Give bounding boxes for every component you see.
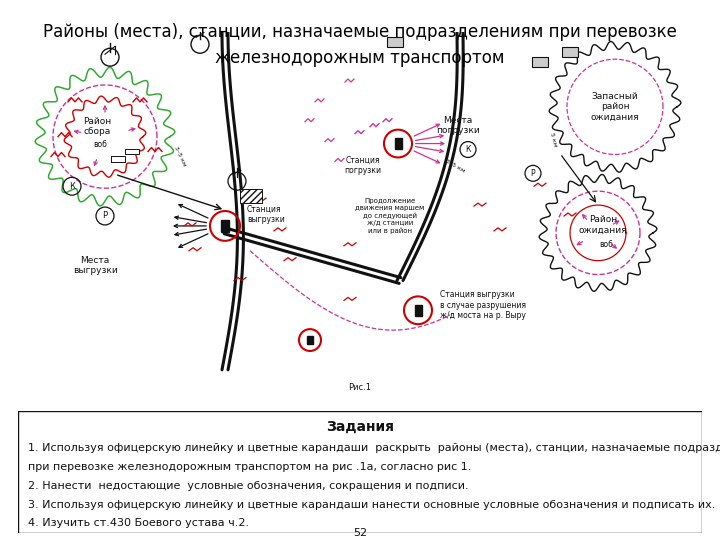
Bar: [307, 336, 312, 345]
Bar: [415, 305, 421, 316]
FancyBboxPatch shape: [240, 189, 262, 203]
Text: Р: Р: [531, 169, 535, 178]
Text: воб: воб: [599, 240, 613, 249]
Text: К: К: [69, 182, 75, 191]
Text: 3. Используя офицерскую линейку и цветные карандаши нанести основные условные об: 3. Используя офицерскую линейку и цветны…: [28, 500, 716, 510]
Text: Места
выгрузки: Места выгрузки: [73, 256, 117, 275]
Text: Станция
выгрузки: Станция выгрузки: [247, 204, 284, 224]
FancyBboxPatch shape: [18, 411, 702, 533]
Text: Места
погрузки: Места погрузки: [436, 116, 480, 136]
Text: Задания: Задания: [326, 420, 394, 434]
Text: железнодорожным транспортом: железнодорожным транспортом: [215, 49, 505, 67]
Text: 3–5 км: 3–5 км: [174, 146, 186, 167]
Text: Станция
погрузки: Станция погрузки: [344, 156, 382, 175]
Text: Продолжение
движения маршем
до следующей
ж/д станции
или в район: Продолжение движения маршем до следующей…: [356, 198, 425, 234]
Text: Район
ожидания: Район ожидания: [579, 215, 627, 235]
Text: воб: воб: [93, 140, 107, 149]
Text: Район
сбора: Район сбора: [83, 117, 111, 137]
Text: при перевозке железнодорожным транспортом на рис .1а, согласно рис 1.: при перевозке железнодорожным транспорто…: [28, 462, 472, 472]
Text: Рис.1: Рис.1: [348, 383, 372, 391]
FancyBboxPatch shape: [125, 148, 139, 154]
Text: 4. Изучить ст.430 Боевого устава ч.2.: 4. Изучить ст.430 Боевого устава ч.2.: [28, 518, 249, 529]
Bar: [221, 220, 229, 232]
Text: К: К: [465, 145, 471, 154]
FancyBboxPatch shape: [111, 157, 125, 163]
Text: 1. Используя офицерскую линейку и цветные карандаши  раскрыть  районы (места), с: 1. Используя офицерскую линейку и цветны…: [28, 443, 720, 453]
FancyBboxPatch shape: [562, 48, 578, 57]
Text: 5 км: 5 км: [549, 132, 557, 147]
Text: 3–5 км: 3–5 км: [444, 159, 466, 174]
Text: 2. Нанести  недостающие  условные обозначения, сокращения и подписи.: 2. Нанести недостающие условные обозначе…: [28, 481, 469, 491]
FancyBboxPatch shape: [387, 37, 403, 48]
Bar: [395, 138, 402, 149]
Text: Районы (места), станции, назначаемые подразделениям при перевозке: Районы (места), станции, назначаемые под…: [43, 23, 677, 41]
FancyBboxPatch shape: [532, 57, 548, 67]
Text: 52: 52: [353, 528, 367, 538]
Text: Р: Р: [102, 212, 107, 220]
Text: Станция выгрузки
в случае разрушения
ж/д моста на р. Выру: Станция выгрузки в случае разрушения ж/д…: [440, 291, 526, 320]
Text: Запасный
район
ожидания: Запасный район ожидания: [590, 92, 639, 122]
